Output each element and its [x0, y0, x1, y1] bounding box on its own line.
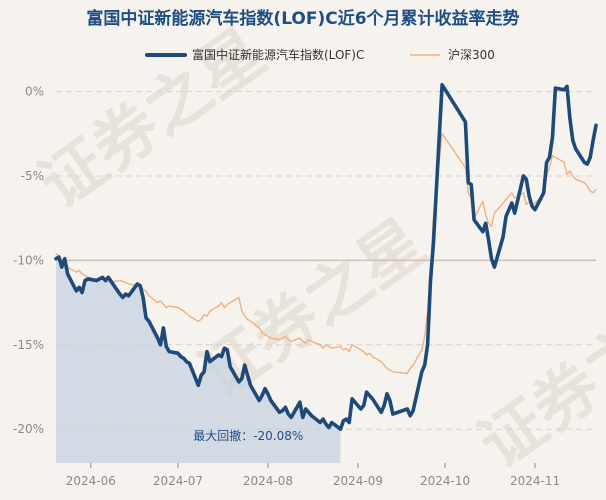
x-tick-label: 2024-09 [333, 474, 383, 488]
watermark-text: 证券之星 [467, 276, 606, 483]
series-lines [54, 83, 598, 432]
x-tick-label: 2024-08 [243, 474, 293, 488]
legend: 富国中证新能源汽车指数(LOF)C 沪深300 [145, 47, 495, 62]
watermark-text: 证券之星 [27, 16, 279, 223]
x-tick-label: 2024-06 [66, 474, 116, 488]
drawdown-label: 最大回撤：-20.08% [193, 428, 303, 443]
y-tick-label: -15% [13, 338, 44, 352]
y-tick-label: -5% [21, 169, 44, 183]
x-tick-label: 2024-07 [153, 474, 203, 488]
drawdown-area [56, 257, 341, 463]
x-tick-label: 2024-10 [420, 474, 470, 488]
chart-title: 富国中证新能源汽车指数(LOF)C近6个月累计收益率走势 [86, 8, 519, 29]
legend-label-index: 沪深300 [448, 48, 495, 62]
y-tick-label: -10% [13, 253, 44, 267]
y-tick-label: -20% [13, 422, 44, 436]
y-axis-ticks: 0% -5% -10% -15% -20% [13, 85, 44, 437]
legend-label-fund: 富国中证新能源汽车指数(LOF)C [192, 47, 364, 62]
drawdown: 最大回撤：-20.08% [56, 257, 341, 463]
x-tick-label: 2024-11 [510, 474, 560, 488]
series-line-fund [54, 83, 598, 432]
x-axis-ticks: 2024-06 2024-07 2024-08 2024-09 2024-10 2024-… [66, 463, 560, 488]
y-tick-label: 0% [25, 85, 44, 99]
